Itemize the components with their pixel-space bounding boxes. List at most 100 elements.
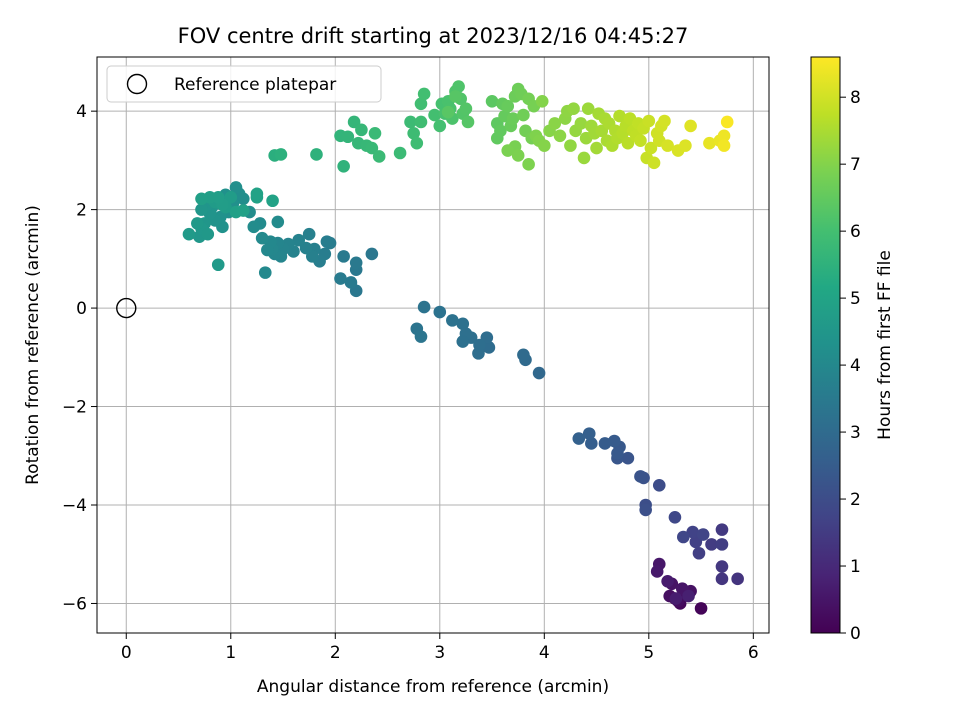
data-point	[292, 233, 306, 247]
data-point	[433, 119, 447, 133]
x-tick-label: 1	[225, 643, 236, 663]
data-point	[703, 136, 716, 150]
data-point	[717, 129, 731, 143]
data-point	[334, 272, 347, 285]
data-point	[501, 144, 515, 157]
x-tick-label: 2	[330, 643, 341, 663]
data-point	[320, 235, 334, 248]
data-point	[522, 158, 535, 171]
colorbar-tick-label: 3	[850, 423, 861, 443]
data-point	[717, 139, 731, 152]
colorbar-tick-label: 1	[850, 557, 861, 577]
data-point	[517, 108, 530, 122]
data-point	[581, 102, 595, 115]
colorbar-gradient	[810, 56, 841, 634]
data-point	[582, 427, 596, 440]
data-point	[564, 139, 577, 152]
data-point	[237, 204, 250, 217]
data-point	[449, 90, 462, 103]
data-point	[337, 159, 350, 173]
y-tick-label: −4	[62, 496, 87, 516]
data-point	[535, 95, 549, 108]
data-point	[677, 530, 690, 544]
data-point	[715, 523, 729, 536]
colorbar-tick-label: 2	[850, 490, 861, 510]
data-point	[255, 231, 269, 245]
data-point	[548, 117, 562, 130]
data-point	[577, 151, 591, 165]
y-tick-label: −2	[62, 398, 87, 418]
data-point	[731, 572, 744, 586]
data-point	[441, 105, 455, 119]
data-point	[650, 565, 664, 578]
data-point	[692, 546, 706, 560]
data-point	[473, 338, 486, 352]
data-point	[611, 447, 624, 460]
data-point	[407, 127, 420, 140]
data-point	[572, 432, 586, 445]
data-point	[686, 525, 700, 539]
data-point	[365, 141, 379, 155]
data-point	[634, 470, 647, 483]
data-point	[310, 148, 323, 161]
y-tick-label: 2	[76, 201, 87, 221]
data-point	[224, 191, 238, 204]
data-point	[355, 123, 368, 137]
colorbar-tick-label: 6	[850, 222, 861, 242]
data-point	[456, 317, 470, 331]
x-tick-label: 6	[748, 643, 759, 663]
data-point	[428, 108, 441, 122]
x-tick-label: 3	[434, 643, 445, 663]
data-point	[261, 243, 274, 257]
data-point	[417, 87, 431, 101]
chart-title: FOV centre drift starting at 2023/12/16 …	[178, 24, 689, 48]
legend-marker-open-circle	[126, 73, 148, 95]
data-point	[433, 305, 447, 319]
data-points	[182, 80, 744, 615]
data-point	[368, 127, 382, 140]
data-point	[195, 203, 208, 216]
data-point	[247, 220, 261, 234]
data-point	[250, 187, 264, 201]
colorbar-tick-label: 5	[850, 289, 861, 309]
colorbar-tick-label: 7	[850, 155, 861, 175]
y-ticks: −6 −4 −2 0 2 4	[62, 102, 97, 614]
data-point	[302, 227, 316, 241]
y-tick-label: 4	[76, 102, 87, 122]
colorbar: 0 1 2 3 4 5 6 7 8 Hours from first FF file	[810, 56, 895, 644]
data-point	[715, 538, 729, 551]
data-point	[195, 192, 208, 206]
data-point	[485, 95, 499, 108]
data-point	[459, 102, 473, 115]
data-point	[553, 129, 567, 143]
data-point	[506, 112, 520, 125]
x-axis-label: Angular distance from reference (arcmin)	[257, 677, 609, 697]
colorbar-label: Hours from first FF file	[875, 250, 895, 440]
data-point	[191, 217, 204, 230]
data-point	[585, 437, 598, 450]
data-point	[532, 366, 546, 380]
reference-platepar-marker	[116, 297, 137, 319]
data-point	[274, 148, 288, 161]
data-point	[299, 241, 313, 255]
x-tick-label: 5	[643, 643, 654, 663]
colorbar-tick-label: 0	[850, 624, 861, 644]
data-point	[347, 115, 361, 129]
data-point	[337, 250, 350, 263]
data-point	[567, 102, 580, 115]
data-point	[705, 538, 718, 551]
data-point	[417, 300, 431, 314]
data-point	[404, 115, 417, 129]
data-point	[647, 156, 661, 170]
data-point	[461, 115, 475, 129]
data-point	[621, 136, 635, 150]
data-point	[652, 479, 666, 492]
data-point	[598, 437, 612, 450]
data-point	[642, 114, 656, 128]
data-point	[590, 141, 603, 155]
x-tick-label: 4	[539, 643, 550, 663]
data-point	[365, 247, 379, 261]
data-point	[679, 139, 692, 152]
